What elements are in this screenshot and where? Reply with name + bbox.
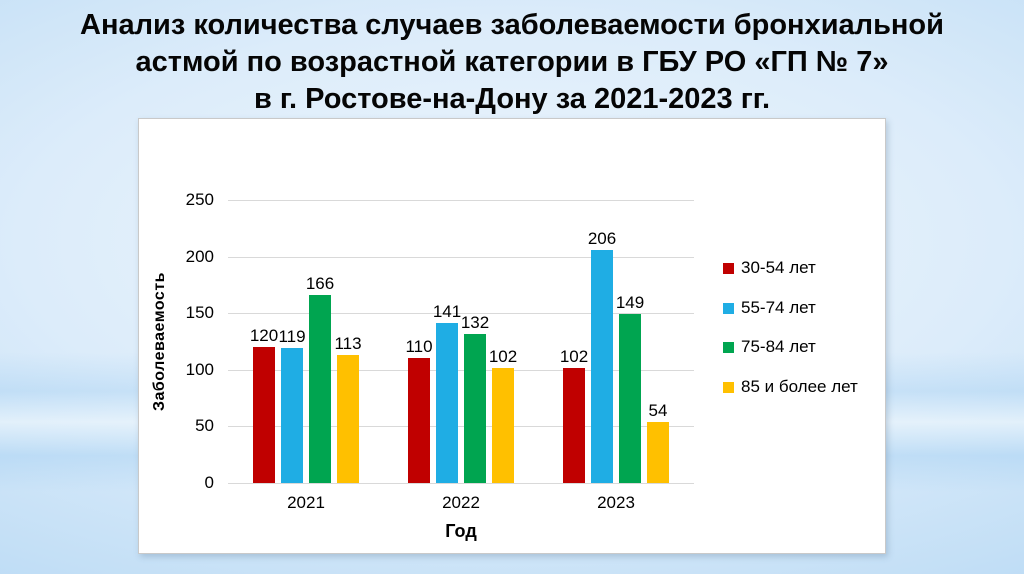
x-axis-title: Год [381, 521, 541, 542]
bar-85-и-более-лет-2022: 102 [492, 368, 514, 483]
legend-label: 55-74 лет [741, 298, 816, 318]
legend-item-30-54-лет: 30-54 лет [723, 257, 816, 279]
bar-value-label: 110 [405, 337, 432, 357]
bar-value-label: 102 [489, 347, 517, 367]
bar-75-84-лет-2021: 166 [309, 295, 331, 483]
legend-swatch [723, 342, 734, 353]
y-tick-label-50: 50 [144, 416, 214, 436]
category-label-2023: 2023 [576, 493, 656, 513]
bar-value-label: 141 [433, 302, 461, 322]
bar-85-и-более-лет-2023: 54 [647, 422, 669, 483]
legend-swatch [723, 263, 734, 274]
legend-label: 30-54 лет [741, 258, 816, 278]
bar-value-label: 120 [250, 326, 278, 346]
bar-85-и-более-лет-2021: 113 [337, 355, 359, 483]
bar-75-84-лет-2022: 132 [464, 334, 486, 483]
bar-value-label: 149 [616, 293, 644, 313]
bar-group-2021: 120119166113 [253, 200, 359, 483]
y-tick-label-200: 200 [144, 247, 214, 267]
legend-item-75-84-лет: 75-84 лет [723, 336, 816, 358]
legend-label: 75-84 лет [741, 337, 816, 357]
bar-value-label: 102 [560, 347, 588, 367]
bar-value-label: 132 [461, 313, 489, 333]
bar-55-74-лет-2021: 119 [281, 348, 303, 483]
bar-55-74-лет-2022: 141 [436, 323, 458, 483]
bar-value-label: 206 [588, 229, 616, 249]
slide-title: Анализ количества случаев заболеваемости… [0, 7, 1024, 118]
category-label-2021: 2021 [266, 493, 346, 513]
legend-label: 85 и более лет [741, 377, 858, 397]
bar-30-54-лет-2022: 110 [408, 358, 430, 483]
legend-swatch [723, 382, 734, 393]
bar-30-54-лет-2023: 102 [563, 368, 585, 483]
legend-swatch [723, 303, 734, 314]
chart-panel: Заболеваемость 1201191661131101411321021… [138, 118, 886, 554]
legend-item-85-и-более-лет: 85 и более лет [723, 376, 858, 398]
bar-30-54-лет-2021: 120 [253, 347, 275, 483]
legend: 30-54 лет 55-74 лет 75-84 лет 85 и более ле… [723, 119, 883, 555]
slide: Анализ количества случаев заболеваемости… [0, 0, 1024, 574]
bar-group-2023: 10220614954 [563, 200, 669, 483]
bar-group-2022: 110141132102 [408, 200, 514, 483]
y-tick-label-250: 250 [144, 190, 214, 210]
bar-55-74-лет-2023: 206 [591, 250, 613, 483]
slide-title-line-3: в г. Ростове-на-Дону за 2021-2023 гг. [0, 81, 1024, 118]
plot-area: 12011916611311014113210210220614954 [228, 200, 694, 483]
slide-title-line-2: астмой по возрастной категории в ГБУ РО … [0, 44, 1024, 81]
legend-item-55-74-лет: 55-74 лет [723, 297, 816, 319]
bar-value-label: 166 [306, 274, 334, 294]
y-axis-title: Заболеваемость [149, 200, 171, 483]
gridline-0 [228, 483, 694, 484]
bar-value-label: 113 [334, 334, 361, 354]
bar-value-label: 119 [278, 327, 305, 347]
category-label-2022: 2022 [421, 493, 501, 513]
y-tick-label-0: 0 [144, 473, 214, 493]
y-tick-label-100: 100 [144, 360, 214, 380]
y-tick-label-150: 150 [144, 303, 214, 323]
bar-75-84-лет-2023: 149 [619, 314, 641, 483]
bar-value-label: 54 [649, 401, 668, 421]
slide-title-line-1: Анализ количества случаев заболеваемости… [0, 7, 1024, 44]
